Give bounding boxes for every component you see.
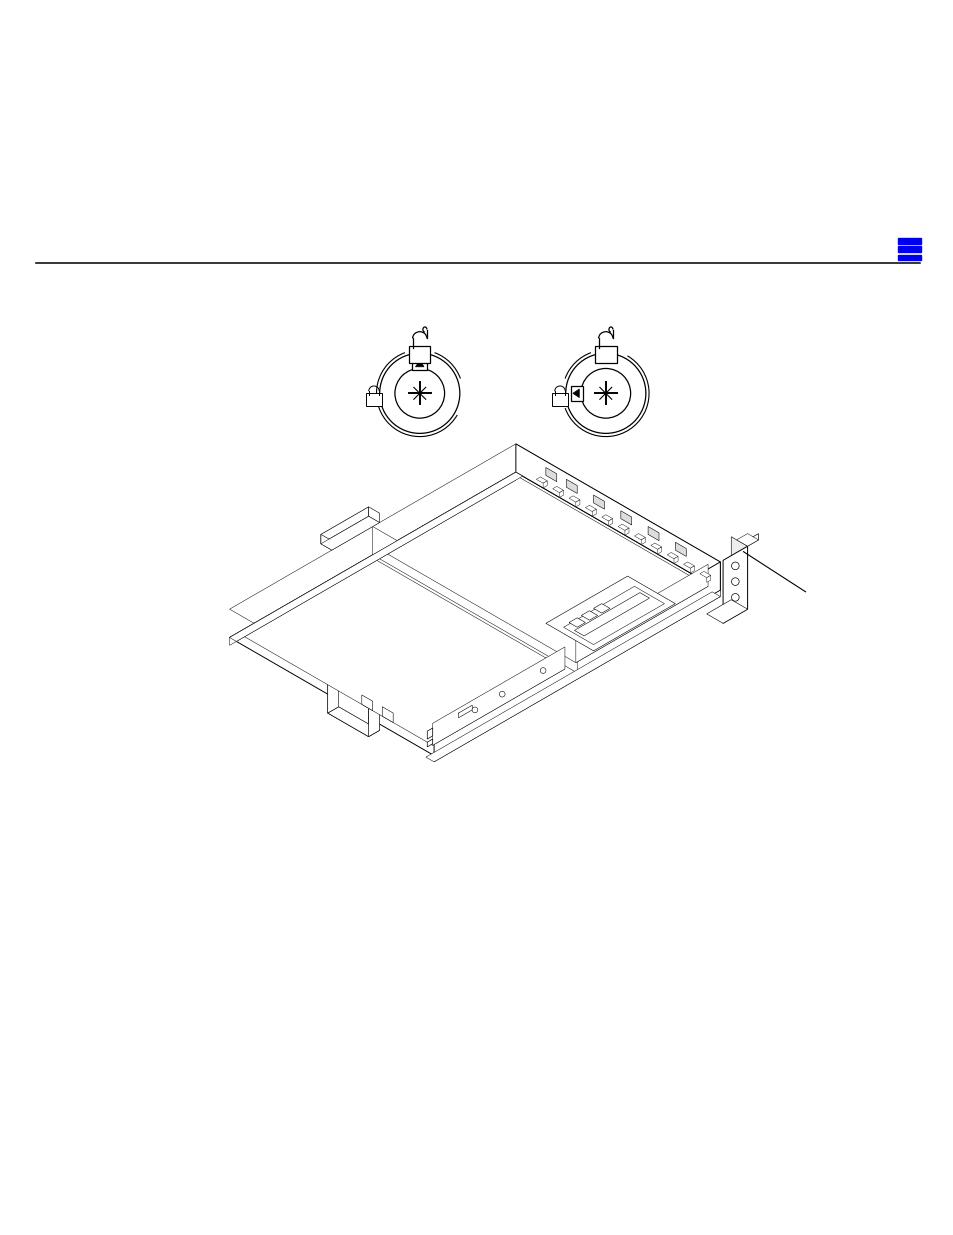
Bar — [412, 359, 427, 370]
Polygon shape — [382, 706, 393, 722]
Bar — [409, 346, 430, 363]
Polygon shape — [230, 472, 516, 646]
Polygon shape — [361, 695, 373, 710]
Polygon shape — [558, 490, 563, 498]
Polygon shape — [592, 509, 596, 516]
Polygon shape — [427, 727, 433, 739]
Polygon shape — [320, 516, 379, 550]
Polygon shape — [574, 593, 649, 636]
Bar — [897, 254, 920, 259]
Polygon shape — [545, 468, 557, 482]
Polygon shape — [242, 558, 564, 745]
Polygon shape — [566, 479, 577, 494]
Polygon shape — [427, 739, 433, 747]
Polygon shape — [620, 511, 631, 525]
Polygon shape — [601, 515, 612, 521]
Polygon shape — [230, 443, 720, 727]
Polygon shape — [666, 552, 678, 558]
Polygon shape — [618, 524, 628, 531]
Polygon shape — [624, 529, 628, 535]
Polygon shape — [634, 534, 644, 540]
Circle shape — [731, 578, 739, 585]
Polygon shape — [516, 443, 720, 590]
Circle shape — [472, 706, 477, 713]
Polygon shape — [700, 572, 710, 578]
Polygon shape — [640, 537, 644, 545]
Polygon shape — [368, 506, 379, 522]
Circle shape — [731, 562, 739, 569]
Polygon shape — [368, 695, 379, 736]
Bar — [552, 393, 567, 406]
Polygon shape — [416, 361, 423, 367]
Polygon shape — [230, 472, 522, 641]
Circle shape — [379, 353, 459, 433]
Polygon shape — [328, 706, 379, 736]
Circle shape — [539, 668, 545, 673]
Polygon shape — [690, 566, 694, 573]
Polygon shape — [568, 618, 585, 627]
Polygon shape — [552, 487, 563, 493]
Polygon shape — [647, 526, 659, 541]
Polygon shape — [736, 534, 758, 546]
Polygon shape — [576, 500, 579, 506]
Polygon shape — [585, 505, 596, 511]
Polygon shape — [328, 678, 368, 736]
Polygon shape — [230, 472, 720, 756]
Polygon shape — [568, 495, 579, 503]
Bar — [571, 385, 582, 401]
Circle shape — [395, 368, 444, 419]
Polygon shape — [580, 611, 597, 620]
Polygon shape — [572, 389, 578, 398]
Polygon shape — [593, 495, 604, 509]
Polygon shape — [320, 506, 368, 543]
Polygon shape — [682, 562, 694, 568]
Polygon shape — [706, 576, 710, 583]
Polygon shape — [722, 546, 747, 624]
Polygon shape — [576, 564, 707, 663]
Polygon shape — [320, 535, 332, 550]
Bar — [897, 238, 920, 243]
Polygon shape — [328, 672, 338, 713]
Circle shape — [498, 692, 504, 697]
Polygon shape — [563, 587, 663, 645]
Bar — [897, 247, 920, 252]
Polygon shape — [545, 576, 675, 651]
Polygon shape — [650, 543, 661, 550]
Polygon shape — [593, 604, 609, 613]
Polygon shape — [657, 547, 661, 555]
Polygon shape — [542, 480, 547, 488]
Circle shape — [565, 353, 645, 433]
Polygon shape — [731, 537, 747, 609]
Polygon shape — [373, 526, 577, 673]
Bar — [595, 346, 616, 363]
Polygon shape — [434, 562, 720, 756]
Polygon shape — [706, 600, 747, 624]
Polygon shape — [434, 590, 720, 762]
Polygon shape — [675, 542, 685, 557]
Polygon shape — [425, 592, 720, 762]
Polygon shape — [536, 477, 547, 483]
Circle shape — [731, 594, 739, 601]
Polygon shape — [747, 534, 758, 546]
Bar — [366, 393, 381, 406]
Polygon shape — [608, 519, 612, 526]
Polygon shape — [385, 477, 707, 663]
Polygon shape — [673, 557, 678, 563]
Circle shape — [580, 368, 630, 419]
Polygon shape — [433, 647, 564, 745]
